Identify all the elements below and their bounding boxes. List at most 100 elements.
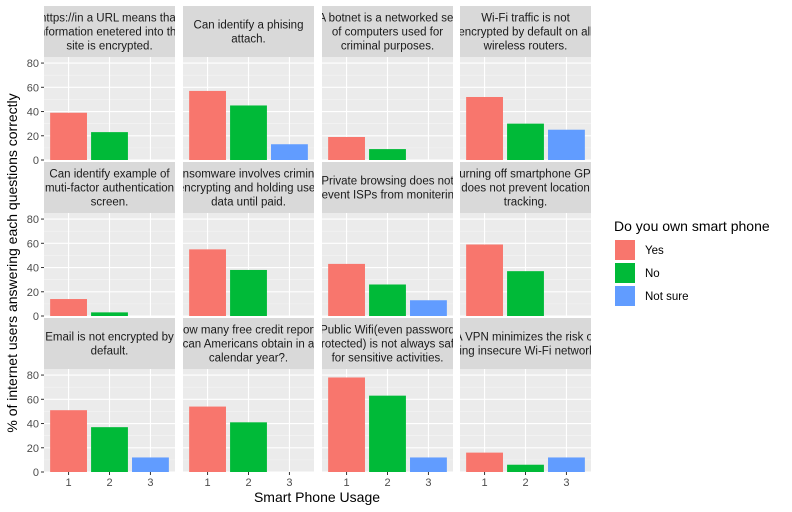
facet-title-line: attach. — [231, 34, 266, 46]
facet-title-line: encrypting and holding user — [178, 183, 319, 195]
bar-yes — [189, 249, 226, 316]
bar-not-sure — [410, 457, 447, 472]
facet-strip — [44, 6, 175, 57]
y-tick-label: 80 — [27, 58, 39, 70]
facet-strip — [322, 318, 453, 369]
facet-title-line: Ransomware involves criminals — [168, 169, 329, 181]
facet-title-line: calendar year?. — [209, 353, 288, 365]
bar-yes — [466, 96, 503, 160]
x-tick-label: 3 — [563, 477, 569, 489]
bar-no — [369, 284, 406, 316]
y-axis-title: % of internet users answering each quest… — [4, 93, 20, 432]
facet-title-line: https://in a URL means that — [40, 13, 180, 25]
bar-yes — [466, 452, 503, 472]
legend-label: Yes — [645, 245, 664, 257]
y-tick-label: 60 — [27, 82, 39, 94]
bar-no — [507, 271, 544, 316]
facet-title-line: Email is not encrypted by — [45, 332, 174, 344]
facet-strip — [44, 162, 175, 213]
x-tick-label: 3 — [147, 477, 153, 489]
facet-strip — [183, 6, 314, 57]
facet-title-line: data until paid. — [211, 197, 286, 209]
bar-no — [230, 105, 267, 160]
bar-yes — [189, 90, 226, 160]
bar-no — [230, 269, 267, 316]
y-tick-label: 0 — [33, 155, 39, 167]
x-tick-label: 3 — [425, 477, 431, 489]
x-tick-label: 2 — [384, 477, 390, 489]
bar-no — [507, 464, 544, 472]
bar-yes — [328, 377, 365, 472]
facet-strip — [460, 6, 591, 57]
facet-strip — [322, 6, 453, 57]
facet-title-line: information enetered into the — [36, 27, 182, 39]
bar-yes — [50, 299, 87, 316]
facet-title-line: A botnet is a networked set — [318, 13, 457, 25]
facet-title-line: site is encrypted. — [66, 41, 152, 53]
y-tick-label: 80 — [27, 214, 39, 226]
legend-label: Not sure — [645, 291, 688, 303]
bar-not-sure — [548, 129, 585, 160]
y-tick-label: 20 — [27, 131, 39, 143]
facet-title-line: of computers used for — [332, 27, 443, 39]
facet-strip — [183, 162, 314, 213]
bar-no — [91, 132, 128, 160]
bar-yes — [328, 136, 365, 160]
facet-title-line: How many free credit reports — [175, 325, 323, 337]
y-tick-label: 20 — [27, 287, 39, 299]
facet-strip — [44, 318, 175, 369]
bar-not-sure — [410, 300, 447, 316]
bar-no — [507, 123, 544, 160]
bar-not-sure — [271, 144, 308, 160]
y-tick-label: 40 — [27, 419, 39, 431]
facet-strip — [183, 318, 314, 369]
y-tick-label: 20 — [27, 443, 39, 455]
facet-title-line: can Americans obtain in a — [183, 339, 315, 351]
bar-yes — [189, 406, 226, 472]
facet-title-line: Wi-Fi traffic is not — [481, 13, 570, 25]
x-tick-label: 1 — [66, 477, 72, 489]
bar-no — [91, 312, 128, 316]
legend-key — [615, 286, 635, 306]
y-tick-label: 0 — [33, 467, 39, 479]
facet-title-line: A VPN minimizes the risk of — [455, 332, 597, 344]
bar-not-sure — [132, 457, 169, 472]
y-tick-label: 60 — [27, 394, 39, 406]
x-tick-label: 1 — [482, 477, 488, 489]
legend-label: No — [645, 268, 660, 280]
y-tick-label: 0 — [33, 311, 39, 323]
bar-not-sure — [548, 457, 585, 472]
x-tick-label: 1 — [205, 477, 211, 489]
facet-title-line: Private browsing does not — [321, 176, 454, 188]
x-tick-label: 2 — [522, 477, 528, 489]
facet-title-line: muti-factor authentication — [45, 183, 174, 195]
y-tick-label: 40 — [27, 263, 39, 275]
facet-title-line: screen. — [91, 197, 129, 209]
facet-title-line: Can identify example of — [49, 169, 170, 181]
facet-title-line: Public Wifi(even password — [320, 325, 455, 337]
x-tick-label: 3 — [286, 477, 292, 489]
facet-title-line: default. — [91, 346, 129, 358]
facet-title-line: encrypted by default on all — [458, 27, 592, 39]
facet-title-line: Can identify a phising — [194, 20, 304, 32]
y-tick-label: 40 — [27, 107, 39, 119]
facet-title-line: using insecure Wi-Fi networks. — [447, 346, 604, 358]
y-tick-label: 80 — [27, 370, 39, 382]
facet-strip — [322, 162, 453, 213]
bar-no — [230, 422, 267, 472]
facet-title-line: criminal purposes. — [341, 41, 434, 53]
bar-yes — [328, 263, 365, 316]
facet-title-line: protected) is not always safe — [315, 339, 461, 351]
x-tick-label: 1 — [344, 477, 350, 489]
facet-strip — [460, 162, 591, 213]
bar-yes — [50, 410, 87, 472]
bar-yes — [466, 244, 503, 316]
bar-yes — [50, 112, 87, 160]
bar-no — [369, 395, 406, 472]
facet-title-line: for sensitive activities. — [332, 353, 444, 365]
bar-no — [91, 427, 128, 472]
facet-strip — [460, 318, 591, 369]
facet-title-line: prevent ISPs from monitering. — [311, 190, 463, 202]
legend-title: Do you own smart phone — [614, 218, 770, 234]
